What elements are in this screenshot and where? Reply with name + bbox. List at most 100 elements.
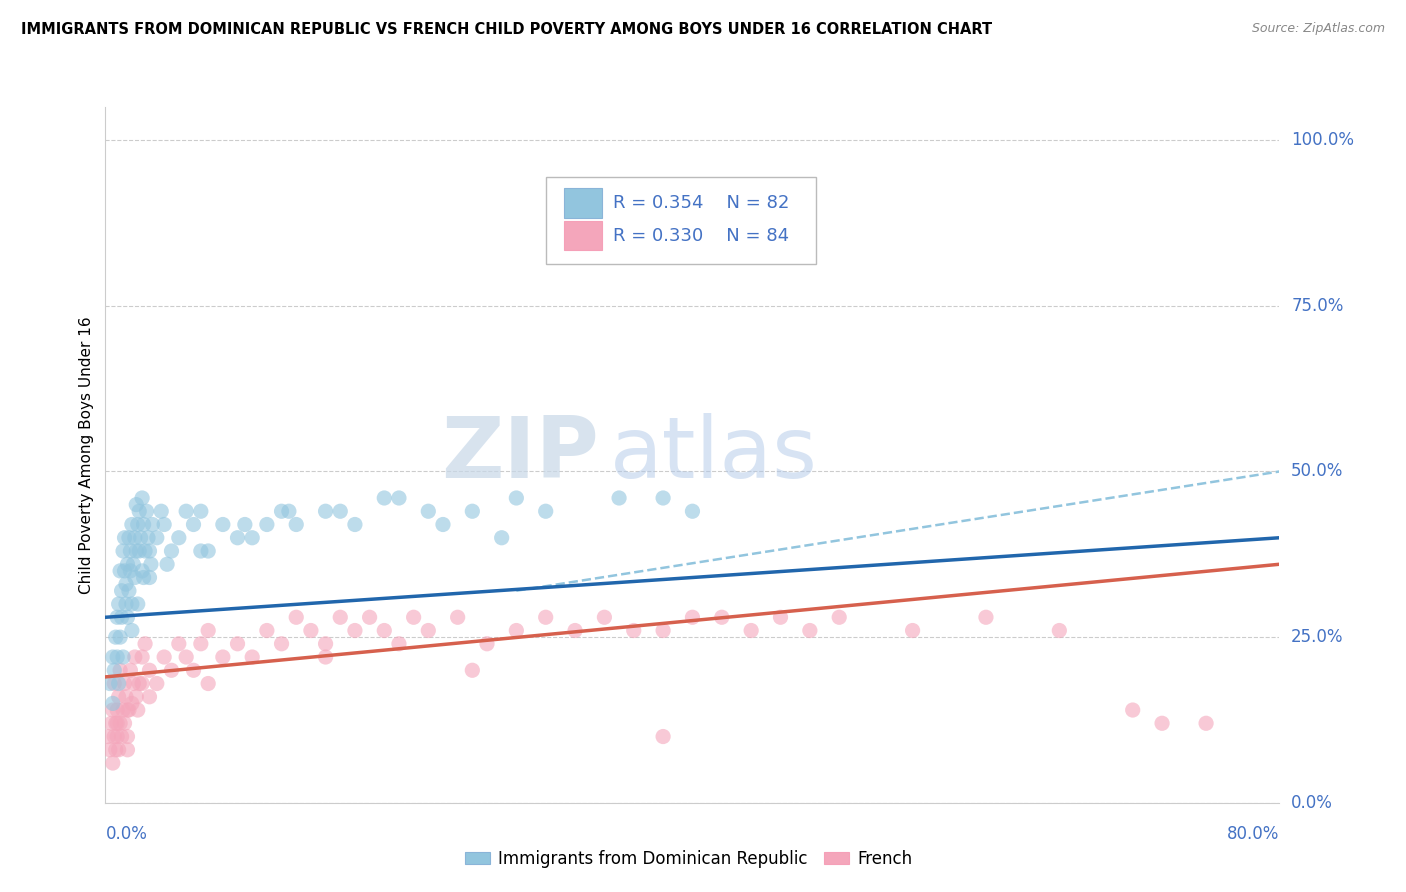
Text: ZIP: ZIP bbox=[441, 413, 599, 497]
Point bbox=[190, 637, 212, 651]
Point bbox=[132, 517, 155, 532]
Point bbox=[134, 637, 156, 651]
Point bbox=[114, 531, 136, 545]
Point bbox=[402, 610, 425, 624]
Point bbox=[128, 544, 150, 558]
Point bbox=[118, 531, 141, 545]
Point bbox=[710, 610, 733, 624]
Point bbox=[112, 703, 135, 717]
Point bbox=[101, 650, 124, 665]
Point bbox=[388, 491, 411, 505]
Point bbox=[534, 610, 557, 624]
Point bbox=[107, 743, 129, 757]
Point bbox=[226, 531, 249, 545]
Point bbox=[103, 730, 125, 744]
Point bbox=[343, 517, 366, 532]
Point bbox=[315, 637, 337, 651]
Point bbox=[125, 544, 148, 558]
Point bbox=[197, 624, 219, 638]
Point bbox=[593, 610, 616, 624]
Text: atlas: atlas bbox=[610, 413, 818, 497]
Point bbox=[98, 743, 121, 757]
Point bbox=[211, 517, 233, 532]
Point bbox=[104, 630, 127, 644]
Point bbox=[127, 703, 149, 717]
Point bbox=[174, 650, 197, 665]
Point bbox=[226, 637, 249, 651]
Text: R = 0.330    N = 84: R = 0.330 N = 84 bbox=[613, 227, 789, 244]
Point bbox=[124, 570, 146, 584]
Point bbox=[110, 583, 132, 598]
Point bbox=[534, 504, 557, 518]
Point bbox=[418, 504, 440, 518]
Point bbox=[315, 650, 337, 665]
Y-axis label: Child Poverty Among Boys Under 16: Child Poverty Among Boys Under 16 bbox=[79, 316, 94, 594]
FancyBboxPatch shape bbox=[546, 177, 815, 263]
Point bbox=[681, 504, 703, 518]
Point bbox=[1047, 624, 1070, 638]
Point bbox=[156, 558, 179, 572]
Point bbox=[117, 743, 139, 757]
Text: Source: ZipAtlas.com: Source: ZipAtlas.com bbox=[1251, 22, 1385, 36]
Point bbox=[132, 570, 155, 584]
Point bbox=[135, 504, 157, 518]
Point bbox=[652, 491, 675, 505]
Point bbox=[799, 624, 821, 638]
Point bbox=[125, 690, 148, 704]
Point bbox=[118, 583, 141, 598]
Point bbox=[117, 703, 139, 717]
Point bbox=[740, 624, 762, 638]
Point bbox=[138, 690, 160, 704]
Point bbox=[141, 517, 163, 532]
Point bbox=[139, 558, 162, 572]
Point bbox=[117, 610, 139, 624]
Point bbox=[103, 663, 125, 677]
Point bbox=[121, 517, 143, 532]
Point bbox=[505, 624, 527, 638]
Point bbox=[974, 610, 997, 624]
Point bbox=[103, 676, 125, 690]
Point bbox=[105, 716, 128, 731]
Point bbox=[183, 663, 205, 677]
Point bbox=[564, 624, 586, 638]
Point bbox=[131, 564, 153, 578]
Point bbox=[121, 597, 143, 611]
Point bbox=[97, 730, 120, 744]
Point bbox=[100, 716, 122, 731]
Point bbox=[150, 504, 173, 518]
Point bbox=[607, 491, 630, 505]
Point bbox=[373, 491, 395, 505]
Point bbox=[299, 624, 322, 638]
Point bbox=[110, 730, 132, 744]
Point bbox=[373, 624, 395, 638]
Point bbox=[190, 544, 212, 558]
Point bbox=[491, 531, 513, 545]
Point bbox=[901, 624, 924, 638]
Point bbox=[108, 630, 131, 644]
Point bbox=[769, 610, 792, 624]
Point bbox=[329, 610, 352, 624]
Point bbox=[121, 624, 143, 638]
Point bbox=[115, 597, 138, 611]
Point bbox=[183, 517, 205, 532]
Point bbox=[475, 637, 498, 651]
Point bbox=[211, 650, 233, 665]
Point bbox=[1195, 716, 1218, 731]
Point bbox=[131, 650, 153, 665]
Point bbox=[122, 558, 145, 572]
Text: 0.0%: 0.0% bbox=[1291, 794, 1333, 812]
Point bbox=[359, 610, 381, 624]
Point bbox=[315, 504, 337, 518]
Point bbox=[418, 624, 440, 638]
Point bbox=[108, 663, 131, 677]
Point bbox=[1122, 703, 1144, 717]
Text: 100.0%: 100.0% bbox=[1291, 131, 1354, 149]
Point bbox=[138, 544, 160, 558]
Point bbox=[160, 663, 183, 677]
Point bbox=[153, 650, 176, 665]
Point bbox=[129, 531, 152, 545]
Point bbox=[120, 544, 142, 558]
Point bbox=[285, 610, 308, 624]
Point bbox=[114, 716, 136, 731]
Point bbox=[432, 517, 454, 532]
